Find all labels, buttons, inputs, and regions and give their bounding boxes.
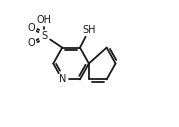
Text: OH: OH (37, 15, 52, 25)
Text: O: O (27, 38, 35, 48)
Text: SH: SH (82, 26, 96, 35)
Text: O: O (27, 23, 35, 33)
Text: N: N (59, 74, 66, 84)
Text: S: S (41, 31, 47, 41)
